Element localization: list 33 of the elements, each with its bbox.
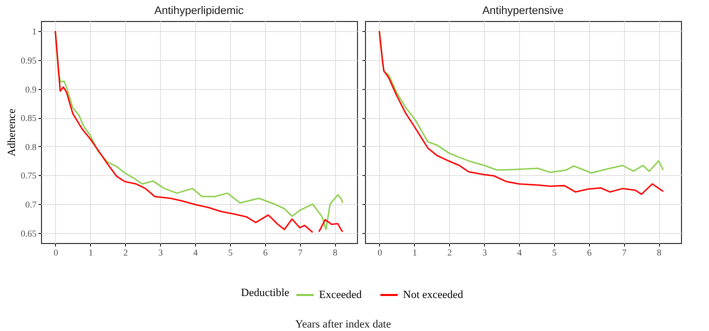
x-tick-label: 5 xyxy=(552,248,558,258)
x-tick-label: 4 xyxy=(193,248,198,258)
y-tick-label: 0.7 xyxy=(25,200,37,210)
x-tick-label: 0 xyxy=(54,248,59,258)
x-tick-label: 3 xyxy=(482,248,488,258)
x-tick-label: 6 xyxy=(263,248,268,258)
y-tick-label: 0.85 xyxy=(20,113,37,124)
chart-title: Antihypertensive xyxy=(482,5,564,17)
y-tick-label: 1 xyxy=(32,26,36,37)
x-tick-label: 8 xyxy=(332,248,338,258)
x-tick-label: 1 xyxy=(412,248,417,258)
x-tick-label: 2 xyxy=(447,248,452,258)
x-tick-label: 8 xyxy=(656,248,662,258)
legend-label: Not exceeded xyxy=(403,289,464,301)
y-tick-label: 0.9 xyxy=(25,84,37,94)
x-tick-label: 4 xyxy=(517,248,522,258)
y-tick-label: 0.75 xyxy=(20,170,37,181)
x-tick-label: 5 xyxy=(228,248,234,258)
x-tick-label: 3 xyxy=(158,248,164,258)
x-tick-label: 7 xyxy=(298,248,303,258)
x-axis-title: Years after index date xyxy=(295,318,392,330)
x-tick-label: 1 xyxy=(88,248,93,258)
x-tick-label: 6 xyxy=(587,248,592,258)
y-tick-label: 0.95 xyxy=(20,55,37,66)
x-tick-label: 7 xyxy=(622,248,627,258)
x-tick-label: 2 xyxy=(123,248,128,258)
y-axis-title: Adherence xyxy=(6,108,18,156)
y-tick-label: 0.8 xyxy=(25,142,37,152)
chart-title: Antihyperlipidemic xyxy=(154,5,244,17)
legend-title: Deductible xyxy=(241,287,290,299)
y-tick-label: 0.65 xyxy=(20,228,37,238)
legend-label: Exceeded xyxy=(319,289,362,301)
x-tick-label: 0 xyxy=(378,248,383,258)
